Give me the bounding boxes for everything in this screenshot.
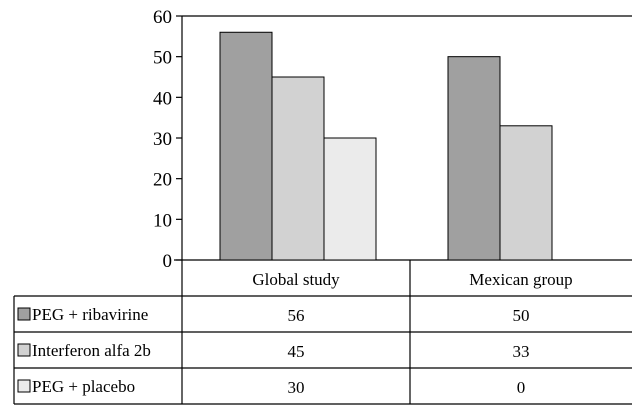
- y-tick-label: 40: [153, 88, 172, 109]
- bar: [219, 31, 273, 261]
- bar: [323, 137, 377, 261]
- bar: [447, 56, 501, 261]
- bar: [499, 125, 553, 261]
- legend-swatch: [17, 307, 31, 321]
- data-label: 50: [513, 306, 530, 325]
- y-tick-label: 10: [153, 210, 172, 231]
- y-tick-label: 60: [153, 7, 172, 28]
- bar: [271, 76, 325, 261]
- y-tick-label: 20: [153, 170, 172, 191]
- data-label: 45: [288, 342, 305, 361]
- y-tick-labels: 0 10 20 30 40 50 60: [153, 7, 182, 272]
- data-label: 33: [513, 342, 530, 361]
- y-tick-label: 50: [153, 48, 172, 69]
- data-label: 56: [288, 306, 305, 325]
- legend-swatch: [17, 379, 31, 393]
- category-label: Mexican group: [469, 270, 572, 289]
- y-tick-label: 30: [153, 129, 172, 150]
- legend-swatch: [17, 343, 31, 357]
- bars: [219, 31, 553, 261]
- legend-entry: PEG + placebo: [32, 377, 135, 396]
- data-label: 30: [288, 378, 305, 397]
- data-table: Global study Mexican group PEG + ribavirin…: [13, 260, 632, 405]
- category-label: Global study: [252, 270, 340, 289]
- legend-entry: Interferon alfa 2b: [32, 341, 151, 360]
- y-tick-label: 0: [163, 251, 173, 272]
- legend-entry: PEG + ribavirine: [32, 305, 148, 324]
- data-label: 0: [517, 378, 526, 397]
